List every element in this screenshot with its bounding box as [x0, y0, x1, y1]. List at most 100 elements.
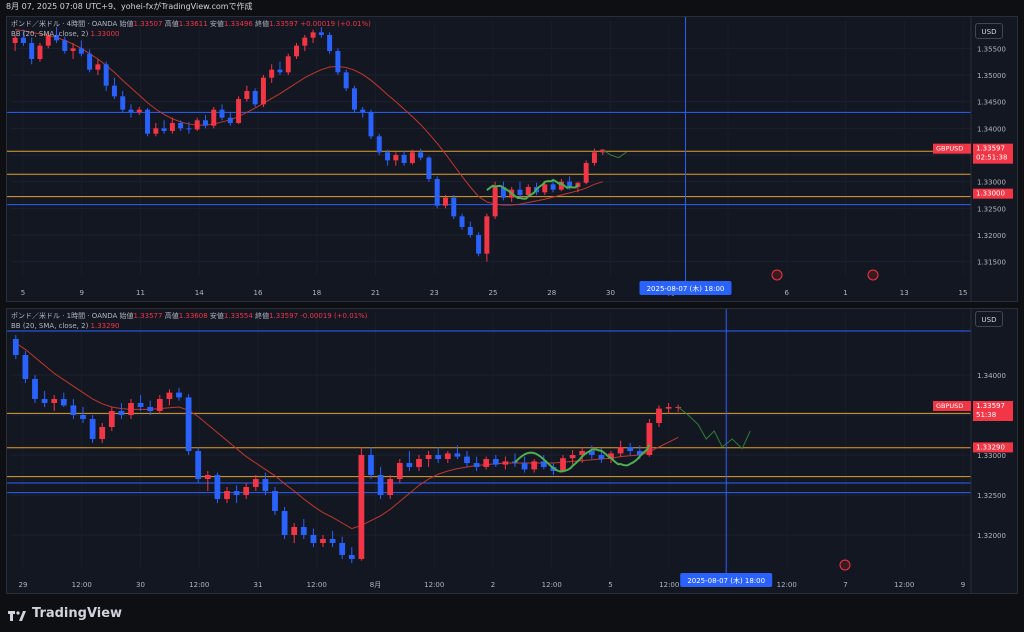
candle-body [512, 461, 518, 463]
candle-body [376, 136, 382, 153]
candle-body [531, 461, 538, 470]
candle-body [358, 455, 365, 559]
price-tag-symbol: GBPUSD [936, 145, 963, 153]
projection-path [677, 406, 751, 450]
candle-body [550, 184, 556, 190]
candle-body [368, 112, 374, 137]
candle-body [492, 459, 499, 465]
x-tick-label: 16 [254, 289, 263, 297]
candle-body [665, 407, 672, 409]
projection-path [602, 149, 628, 159]
candle-body [318, 32, 324, 35]
candle-body [320, 539, 326, 543]
price-tag-symbol-box [933, 401, 971, 411]
candle-body [186, 128, 192, 130]
candle-body [464, 456, 470, 463]
candle-body [567, 181, 573, 187]
chart-panel-4h[interactable]: 591114161821232528308月46113152025-08-07 … [6, 16, 1018, 302]
candle-body [120, 96, 126, 110]
price-tag-timer: 02:51:38 [976, 154, 1007, 162]
candle-body [211, 109, 217, 126]
candle-body [70, 48, 76, 51]
candle-body [327, 35, 333, 51]
candle-body [588, 451, 595, 455]
candle-body [351, 88, 357, 110]
candle-body [29, 43, 35, 59]
x-tick-label: 15 [959, 289, 968, 297]
candle-body [454, 453, 461, 457]
x-tick-label: 31 [254, 581, 263, 589]
candle-body [335, 51, 341, 73]
candle-body [525, 187, 531, 195]
candle-body [425, 455, 432, 459]
candlestick-chart-1h[interactable]: 29 12:00 30 12:00 31 12:00 8月 12:00 2 12:00 5 12:00… [7, 309, 1017, 593]
candle-body [244, 91, 250, 99]
bb-value-tag-box [973, 188, 1013, 199]
candle-body [360, 109, 366, 113]
candle-body [294, 45, 299, 57]
candle-body [598, 455, 605, 459]
candle-body [262, 479, 269, 491]
x-tick-label: 12:00 [72, 581, 92, 589]
crosshair-time-label: 2025-08-07 (木) 18:00 [687, 576, 765, 585]
chart-panel-1h[interactable]: 29 12:00 30 12:00 31 12:00 8月 12:00 2 12:00 5 12:00… [6, 308, 1018, 594]
candle-body [60, 399, 67, 406]
crosshair-time-box [680, 573, 773, 587]
candle-body [243, 487, 250, 495]
candle-body [178, 123, 184, 129]
candle-body [406, 463, 413, 467]
currency-button-4h[interactable]: USD [975, 23, 1003, 39]
bb-value-tag: 1.33290 [976, 443, 1005, 451]
candle-body [393, 155, 399, 161]
candle-body [153, 128, 159, 134]
candle-body [281, 511, 288, 535]
x-tick-label: 30 [606, 289, 615, 297]
candle-body [434, 179, 440, 206]
economic-event-icon [867, 269, 879, 281]
x-tick-label: 7 [843, 581, 847, 589]
price-tag-box [973, 401, 1013, 421]
candle-body [560, 458, 566, 471]
candle-body [409, 152, 415, 163]
y-tick-label: 1.32500 [977, 492, 1006, 500]
candlestick-chart-4h[interactable]: 591114161821232528308月46113152025-08-07 … [7, 17, 1017, 301]
candle-body [194, 120, 200, 130]
x-tick-label: 9 [80, 289, 84, 297]
x-tick-label: 12:00 [894, 581, 914, 589]
candle-body [62, 40, 68, 51]
candle-body [12, 37, 18, 43]
currency-button-1h[interactable]: USD [975, 311, 1003, 327]
economic-event-icon [839, 559, 851, 571]
candle-body [459, 216, 465, 227]
candle-body [128, 403, 134, 415]
candle-body [32, 379, 38, 399]
y-tick-label: 1.34500 [977, 99, 1006, 107]
candle-body [542, 184, 548, 193]
candle-body [608, 453, 614, 459]
candle-body [156, 399, 163, 411]
candle-body [302, 37, 308, 46]
candle-body [51, 399, 58, 403]
candle-body [492, 187, 498, 217]
x-tick-label: 12:00 [189, 581, 209, 589]
bollinger-basis-line [15, 342, 679, 530]
candle-body [627, 447, 634, 451]
wave-annotation [514, 444, 651, 473]
candle-body [443, 197, 448, 206]
candle-body [483, 459, 490, 467]
x-tick-label: 2 [491, 581, 495, 589]
x-tick-label: 12:00 [307, 581, 327, 589]
candle-body [219, 109, 225, 118]
x-tick-label: 9 [961, 581, 965, 589]
candle-body [444, 453, 451, 459]
candle-body [227, 117, 233, 123]
bollinger-basis-line [15, 29, 603, 206]
candle-body [387, 479, 394, 495]
candle-body [368, 455, 374, 475]
y-tick-label: 1.33000 [977, 179, 1006, 187]
candle-body [137, 403, 144, 407]
price-tag-value: 1.33597 [976, 402, 1005, 410]
candle-body [111, 85, 117, 97]
candle-body [145, 109, 151, 134]
candle-body [385, 152, 391, 161]
